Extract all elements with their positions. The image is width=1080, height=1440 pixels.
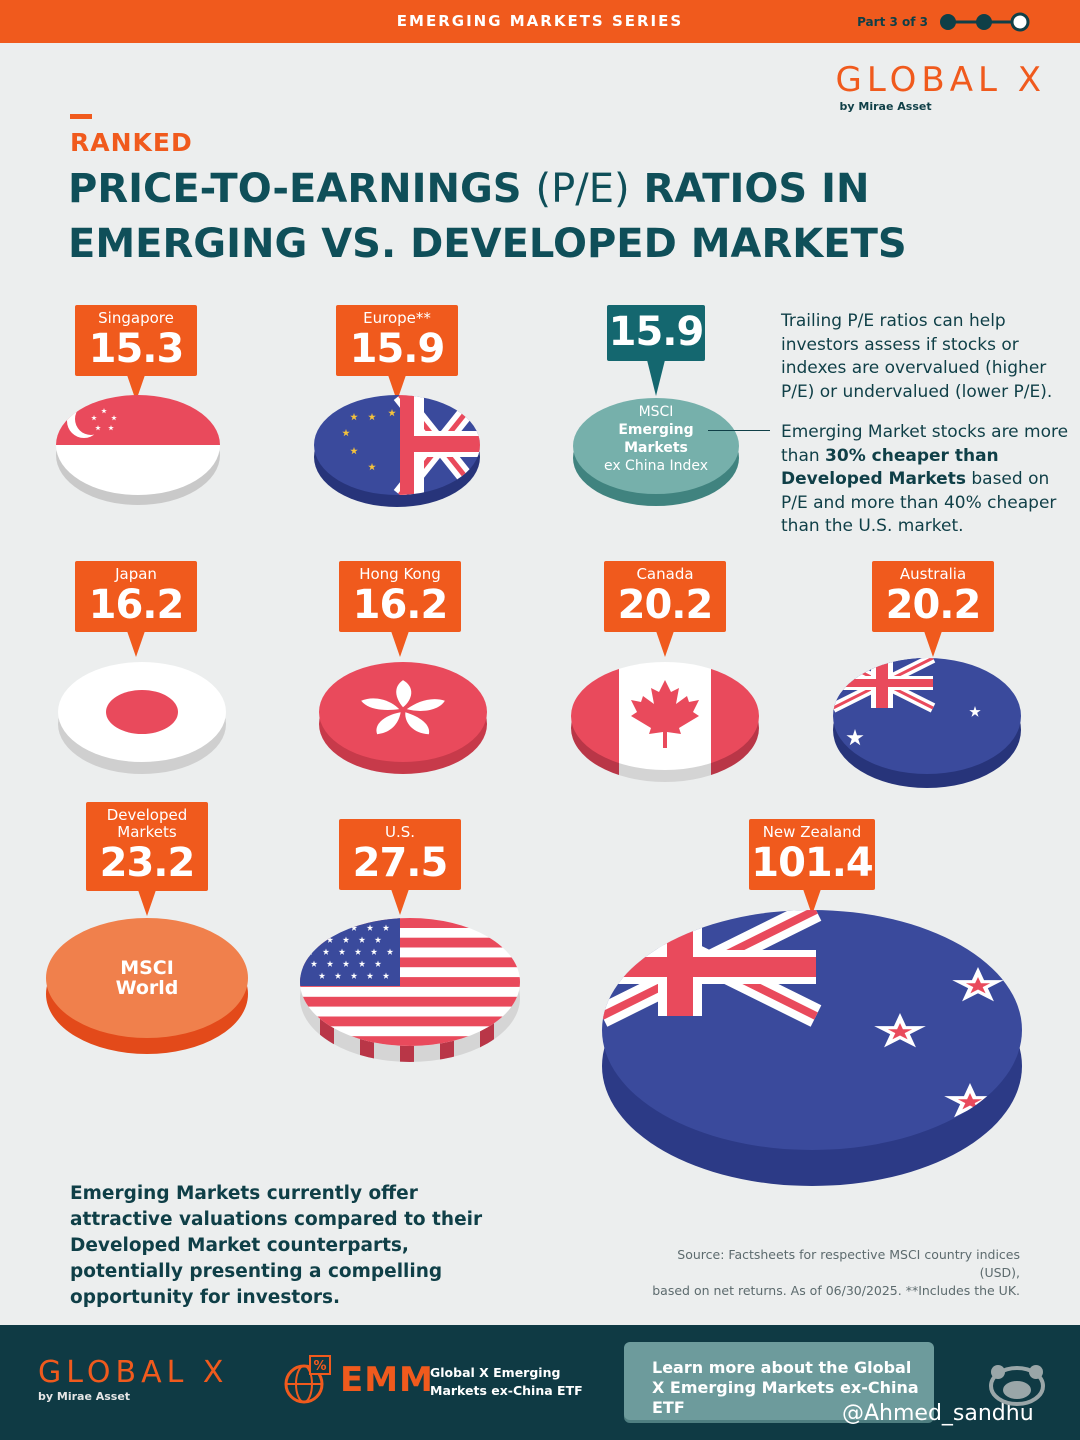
note-text-a: Emerging Market stocks are more than	[781, 422, 1069, 466]
fund-name: Global X Emerging Markets ex-China ETF	[430, 1365, 583, 1398]
fund-ticker: EMM	[340, 1360, 434, 1400]
disc-msci-world: MSCI World	[46, 918, 248, 1054]
label-pointer	[803, 889, 821, 915]
label-name: Singapore	[98, 309, 174, 327]
watermark-handle: @Ahmed_sandhu	[842, 1401, 1034, 1426]
source-note: Source: Factsheets for respective MSCI c…	[640, 1246, 1020, 1300]
disc-text-2: Emerging	[618, 422, 693, 438]
label-japan: Japan 16.2	[75, 561, 197, 632]
title-line-2: EMERGING VS. DEVELOPED MARKETS	[68, 221, 907, 267]
label-value: 16.2	[352, 582, 449, 628]
title-part-1: PRICE-TO-EARNINGS	[68, 166, 536, 212]
flag-australia	[833, 658, 1021, 788]
label-name: Hong Kong	[359, 565, 441, 583]
label-australia: Australia 20.2	[872, 561, 994, 632]
source-line-1: Source: Factsheets for respective MSCI c…	[677, 1247, 1020, 1280]
label-msci-em-ex-china: 15.9	[607, 305, 705, 361]
note-text-b: 30% cheaper than Developed Markets	[781, 445, 999, 490]
mascot-icon	[989, 1365, 1045, 1406]
label-pointer	[127, 375, 145, 401]
label-value: 20.2	[617, 582, 714, 628]
label-new-zealand: New Zealand 101.4	[749, 819, 875, 890]
disc-text-1: MSCI	[120, 957, 174, 979]
fund-badge: % EMM Global X Emerging Markets ex-China…	[282, 1352, 602, 1412]
progress-dots-icon	[940, 12, 1030, 32]
label-developed-markets: Developed Markets 23.2	[86, 802, 208, 891]
note-pe-definition: Trailing P/E ratios can help investors a…	[781, 311, 1053, 402]
label-name: Canada	[636, 565, 694, 583]
kicker-dash	[70, 114, 92, 119]
brand-logo: GLOBAL X by Mirae Asset	[836, 60, 1046, 113]
footer-brand-name: GLOBAL X	[38, 1355, 229, 1390]
disc-text-1: MSCI	[639, 404, 674, 420]
label-value: 20.2	[885, 582, 982, 628]
label-pointer	[127, 631, 145, 657]
disc-text-3: Markets	[624, 440, 688, 456]
label-name-line-2: Markets	[117, 823, 177, 841]
source-line-2: based on net returns. As of 06/30/2025. …	[652, 1283, 1020, 1298]
label-value: 15.9	[349, 326, 446, 372]
flag-us	[300, 918, 520, 1062]
label-hong-kong: Hong Kong 16.2	[339, 561, 461, 632]
title-part-3: RATIOS IN	[629, 166, 870, 212]
learn-more-button[interactable]: Learn more about the Global X Emerging M…	[624, 1342, 934, 1420]
flag-new-zealand	[602, 910, 1022, 1186]
part-indicator: Part 3 of 3	[857, 15, 928, 29]
label-value: 16.2	[88, 582, 185, 628]
label-value: 15.3	[88, 326, 185, 372]
footer-brand: GLOBAL X by Mirae Asset	[38, 1355, 228, 1403]
label-name-line-1: Developed	[106, 806, 188, 824]
brand-name: GLOBAL X	[835, 60, 1046, 100]
label-pointer	[647, 360, 665, 396]
svg-text:%: %	[313, 1359, 326, 1374]
flag-japan	[58, 662, 226, 774]
top-banner	[0, 0, 1080, 43]
label-name: U.S.	[384, 823, 416, 841]
title-part-2: (P/E)	[535, 166, 630, 212]
flag-europe-uk	[314, 395, 480, 507]
label-pointer	[924, 631, 942, 657]
leader-line	[708, 430, 770, 431]
label-value: 101.4	[751, 840, 874, 886]
conclusion-text: Emerging Markets currently offer attract…	[70, 1183, 483, 1308]
label-pointer	[391, 631, 409, 657]
series-label: EMERGING MARKETS SERIES	[396, 12, 684, 30]
note-em-cheaper: Emerging Market stocks are more than 30%…	[781, 421, 1071, 539]
disc-text-4: ex China Index	[604, 458, 708, 474]
label-singapore: Singapore 15.3	[75, 305, 197, 376]
globe-percent-icon: %	[284, 1355, 331, 1404]
flag-singapore	[56, 395, 220, 505]
label-pointer	[656, 631, 674, 657]
label-value: 15.9	[608, 309, 705, 355]
label-name: New Zealand	[762, 823, 862, 841]
label-pointer	[388, 375, 406, 401]
flag-hong-kong	[319, 662, 487, 774]
label-europe: Europe** 15.9	[336, 305, 458, 376]
disc-msci-em-ex-china: MSCI Emerging Markets ex China Index	[573, 398, 739, 506]
label-canada: Canada 20.2	[604, 561, 726, 632]
kicker: RANKED	[70, 128, 193, 157]
footer-brand-byline: by Mirae Asset	[38, 1390, 131, 1403]
flag-canada	[571, 662, 759, 782]
label-value: 23.2	[99, 840, 196, 886]
label-name: Australia	[899, 565, 967, 583]
label-us: U.S. 27.5	[339, 819, 461, 890]
label-pointer	[138, 890, 156, 916]
label-value: 27.5	[352, 840, 449, 886]
page-title: PRICE-TO-EARNINGS (P/E) RATIOS IN EMERGI…	[68, 162, 968, 272]
note-text-c: based on P/E and more than 40% cheaper t…	[781, 469, 1057, 536]
label-name: Europe**	[363, 309, 431, 327]
label-pointer	[391, 889, 409, 915]
label-name: Japan	[115, 565, 157, 583]
learn-more-label: Learn more about the Global X Emerging M…	[652, 1358, 919, 1417]
brand-byline: by Mirae Asset	[839, 100, 932, 113]
disc-text-2: World	[116, 977, 179, 999]
